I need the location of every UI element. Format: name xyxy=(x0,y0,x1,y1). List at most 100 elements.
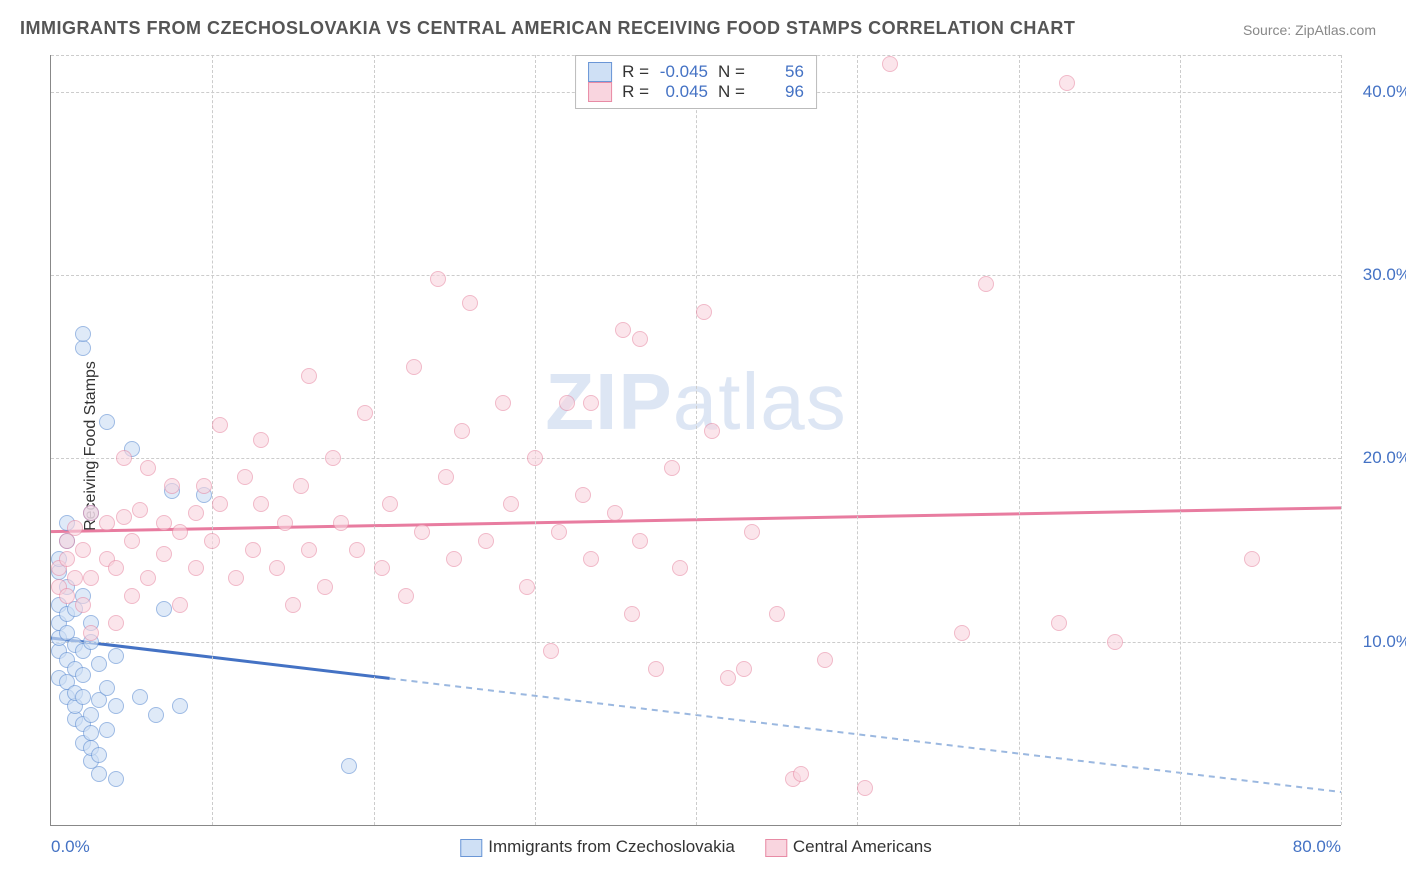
data-point-pink xyxy=(374,560,390,576)
data-point-pink xyxy=(59,588,75,604)
data-point-pink xyxy=(1244,551,1260,567)
data-point-blue xyxy=(341,758,357,774)
data-point-pink xyxy=(116,509,132,525)
data-point-pink xyxy=(882,56,898,72)
data-point-pink xyxy=(196,478,212,494)
gridline-v xyxy=(1180,55,1181,825)
data-point-pink xyxy=(132,502,148,518)
legend-stats-row-pink: R =0.045 N =96 xyxy=(588,82,804,102)
data-point-pink xyxy=(495,395,511,411)
data-point-pink xyxy=(67,520,83,536)
data-point-pink xyxy=(83,505,99,521)
data-point-pink xyxy=(140,460,156,476)
data-point-blue xyxy=(91,656,107,672)
data-point-pink xyxy=(478,533,494,549)
legend-swatch-pink-2 xyxy=(765,839,787,857)
data-point-pink xyxy=(293,478,309,494)
data-point-pink xyxy=(551,524,567,540)
data-point-blue xyxy=(91,766,107,782)
data-point-pink xyxy=(398,588,414,604)
n-value-pink: 96 xyxy=(749,82,804,102)
xtick-label: 0.0% xyxy=(51,837,90,857)
legend-series: Immigrants from Czechoslovakia Central A… xyxy=(460,837,931,857)
ytick-label: 30.0% xyxy=(1351,265,1406,285)
chart-title: IMMIGRANTS FROM CZECHOSLOVAKIA VS CENTRA… xyxy=(20,18,1075,39)
data-point-pink xyxy=(317,579,333,595)
data-point-pink xyxy=(349,542,365,558)
data-point-pink xyxy=(124,533,140,549)
data-point-pink xyxy=(245,542,261,558)
data-point-blue xyxy=(83,707,99,723)
data-point-pink xyxy=(301,542,317,558)
data-point-pink xyxy=(664,460,680,476)
data-point-pink xyxy=(414,524,430,540)
data-point-pink xyxy=(156,546,172,562)
data-point-pink xyxy=(720,670,736,686)
data-point-pink xyxy=(438,469,454,485)
data-point-pink xyxy=(156,515,172,531)
data-point-pink xyxy=(212,417,228,433)
data-point-pink xyxy=(575,487,591,503)
data-point-pink xyxy=(503,496,519,512)
r-value-pink: 0.045 xyxy=(653,82,708,102)
legend-label-pink: Central Americans xyxy=(793,837,932,856)
data-point-pink xyxy=(1059,75,1075,91)
data-point-pink xyxy=(519,579,535,595)
data-point-pink xyxy=(1051,615,1067,631)
data-point-pink xyxy=(83,570,99,586)
data-point-pink xyxy=(857,780,873,796)
data-point-pink xyxy=(430,271,446,287)
data-point-pink xyxy=(648,661,664,677)
watermark-rest: atlas xyxy=(673,357,847,446)
data-point-pink xyxy=(212,496,228,512)
data-point-pink xyxy=(204,533,220,549)
data-point-blue xyxy=(75,340,91,356)
data-point-pink xyxy=(228,570,244,586)
r-value-blue: -0.045 xyxy=(653,62,708,82)
data-point-pink xyxy=(672,560,688,576)
gridline-v xyxy=(857,55,858,825)
data-point-pink xyxy=(382,496,398,512)
data-point-pink xyxy=(607,505,623,521)
data-point-blue xyxy=(75,689,91,705)
data-point-pink xyxy=(406,359,422,375)
data-point-blue xyxy=(91,747,107,763)
data-point-pink xyxy=(1107,634,1123,650)
data-point-pink xyxy=(543,643,559,659)
gridline-v xyxy=(212,55,213,825)
data-point-pink xyxy=(253,432,269,448)
data-point-pink xyxy=(116,450,132,466)
data-point-pink xyxy=(744,524,760,540)
data-point-pink xyxy=(253,496,269,512)
ytick-label: 10.0% xyxy=(1351,632,1406,652)
data-point-pink xyxy=(108,615,124,631)
data-point-pink xyxy=(188,560,204,576)
gridline-v xyxy=(1341,55,1342,825)
data-point-blue xyxy=(156,601,172,617)
gridline-v xyxy=(374,55,375,825)
data-point-pink xyxy=(237,469,253,485)
data-point-blue xyxy=(99,722,115,738)
data-point-pink xyxy=(59,551,75,567)
data-point-pink xyxy=(446,551,462,567)
source-attribution: Source: ZipAtlas.com xyxy=(1243,22,1376,38)
data-point-pink xyxy=(172,524,188,540)
data-point-pink xyxy=(632,331,648,347)
legend-swatch-blue xyxy=(588,62,612,82)
gridline-v xyxy=(1019,55,1020,825)
xtick-label: 80.0% xyxy=(1293,837,1341,857)
data-point-blue xyxy=(132,689,148,705)
data-point-blue xyxy=(108,648,124,664)
data-point-blue xyxy=(99,680,115,696)
data-point-pink xyxy=(632,533,648,549)
data-point-blue xyxy=(108,771,124,787)
plot-area: ZIPatlas R =-0.045 N =56 R =0.045 N =96 … xyxy=(50,55,1341,826)
data-point-pink xyxy=(817,652,833,668)
ytick-label: 20.0% xyxy=(1351,448,1406,468)
data-point-pink xyxy=(583,395,599,411)
data-point-pink xyxy=(357,405,373,421)
data-point-pink xyxy=(615,322,631,338)
data-point-pink xyxy=(325,450,341,466)
legend-swatch-pink xyxy=(588,82,612,102)
data-point-pink xyxy=(301,368,317,384)
